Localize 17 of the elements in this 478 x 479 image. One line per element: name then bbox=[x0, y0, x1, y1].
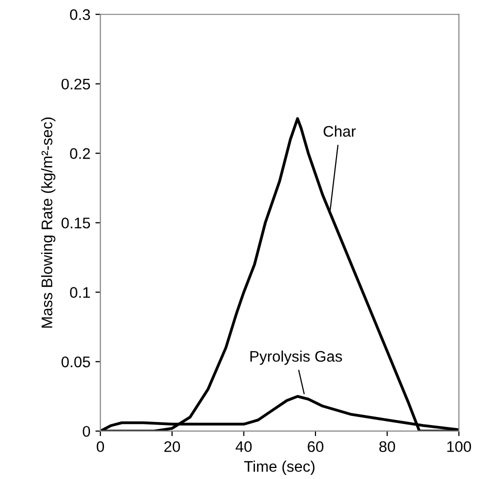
x-tick-label: 60 bbox=[308, 441, 324, 452]
y-tick-label: 0.05 bbox=[62, 356, 90, 368]
y-tick-label: 0.2 bbox=[70, 148, 90, 159]
x-axis-title: Time (sec) bbox=[244, 460, 314, 475]
y-tick-label: 0.15 bbox=[62, 218, 90, 228]
x-tick-label: 100 bbox=[447, 441, 472, 452]
y-axis-title: Mass Blowing Rate (kg/m²-sec) bbox=[41, 118, 56, 328]
x-tick-label: 80 bbox=[379, 441, 396, 452]
y-tick-label: 0.1 bbox=[70, 287, 90, 298]
annotation: Char bbox=[324, 126, 356, 137]
y-tick-label: 0 bbox=[82, 426, 90, 437]
y-tick-label: 0.25 bbox=[62, 78, 90, 90]
annotation: Pyrolysis Gas bbox=[250, 350, 342, 365]
x-tick-label: 0 bbox=[96, 441, 104, 452]
y-tick-label: 0.3 bbox=[70, 9, 90, 20]
x-tick-label: 20 bbox=[164, 441, 180, 452]
x-tick-label: 40 bbox=[236, 441, 252, 452]
